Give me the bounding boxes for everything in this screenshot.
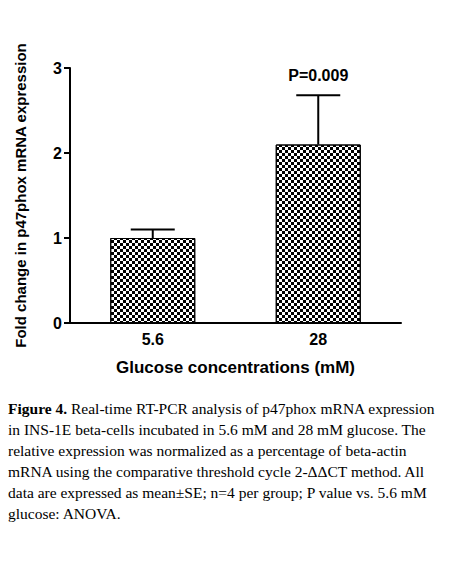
svg-text:2: 2 bbox=[53, 145, 62, 162]
svg-text:3: 3 bbox=[53, 60, 62, 77]
svg-text:0: 0 bbox=[53, 315, 62, 332]
svg-text:Fold change in p47phox mRNA ex: Fold change in p47phox mRNA expression bbox=[12, 43, 29, 348]
svg-text:P=0.009: P=0.009 bbox=[288, 67, 348, 84]
svg-text:28: 28 bbox=[309, 331, 327, 348]
svg-text:1: 1 bbox=[53, 230, 62, 247]
svg-text:5.6: 5.6 bbox=[142, 331, 164, 348]
html-text:Figure 4. Real-time RT-PCR ana: Figure 4. Real-time RT-PCR analysis of p… bbox=[8, 400, 435, 522]
svg-text:Glucose concentrations (mM): Glucose concentrations (mM) bbox=[116, 358, 355, 377]
